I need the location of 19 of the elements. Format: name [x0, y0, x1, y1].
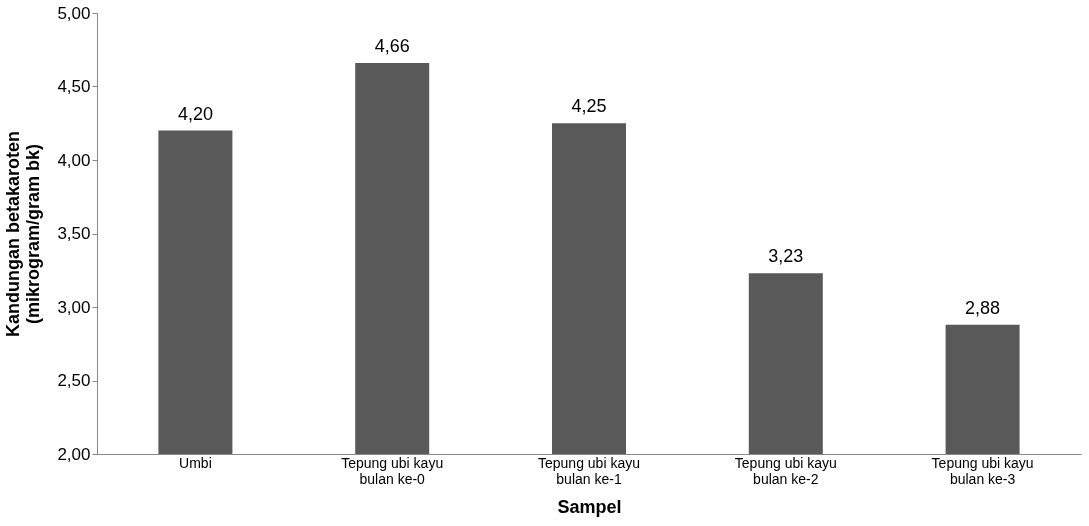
x-tick-label: Tepung ubi kayu bulan ke-3: [931, 454, 1034, 487]
data-label: 3,23: [768, 246, 804, 267]
x-tick-label: Tepung ubi kayu bulan ke-1: [538, 454, 640, 487]
x-tick-label: Umbi: [179, 454, 212, 471]
x-axis-title: Sampel: [557, 496, 622, 517]
data-label: 4,66: [374, 35, 410, 56]
y-tick-label: 3,00: [57, 297, 91, 317]
data-label: 2,88: [965, 297, 1001, 318]
x-tick-label: Tepung ubi kayu bulan ke-2: [734, 454, 837, 487]
x-tick-label: Tepung ubi kayu bulan ke-0: [341, 454, 444, 487]
y-axis-title: Kandungan betakaroten (mikrogram/gram bk): [3, 130, 44, 338]
data-label: 4,25: [571, 96, 607, 117]
data-label: 4,20: [177, 103, 213, 124]
y-tick-label: 4,50: [57, 77, 91, 96]
y-tick-label: 4,00: [57, 150, 91, 170]
y-tick-label: 3,50: [57, 224, 91, 243]
y-tick-label: 2,50: [57, 371, 91, 390]
y-tick-label: 2,00: [57, 444, 91, 464]
y-tick-label: 5,00: [57, 3, 91, 23]
